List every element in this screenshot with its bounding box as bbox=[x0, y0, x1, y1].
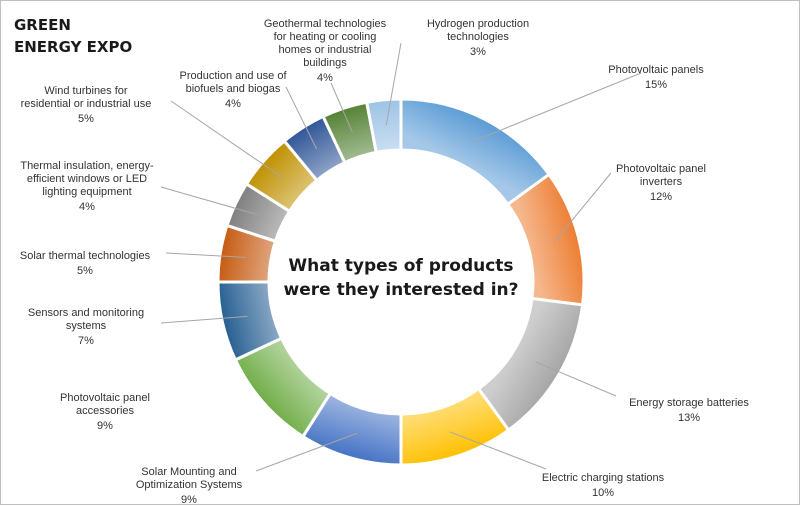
slice-label-line: Photovoltaic panels bbox=[608, 64, 704, 76]
slice-percent-label: 4% bbox=[225, 98, 241, 110]
slice-label-line: Thermal insulation, energy- bbox=[20, 160, 154, 172]
slice-label: Thermal insulation, energy-efficient win… bbox=[20, 160, 154, 213]
slice-percent-label: 3% bbox=[470, 46, 486, 58]
leader-line bbox=[170, 100, 284, 179]
center-question-line-2: were they interested in? bbox=[283, 280, 519, 300]
slice-label: Wind turbines for residential or industri… bbox=[21, 85, 152, 125]
slice-label-line: Sensors and monitoring bbox=[28, 307, 144, 319]
chart-title-line-2: ENERGY EXPO bbox=[14, 38, 133, 56]
slice-label-line: Photovoltaic panel bbox=[60, 392, 150, 404]
slice-label-line: systems bbox=[66, 320, 107, 332]
slice-label-line: Hydrogen production bbox=[427, 18, 529, 30]
slice-label-line: Solar thermal technologies bbox=[20, 250, 151, 262]
slice-label-line: inverters bbox=[640, 176, 683, 188]
slice-label-line: accessories bbox=[76, 405, 135, 417]
chart-title: GREEN ENERGY EXPO bbox=[14, 14, 132, 58]
slice-label-line: Energy storage batteries bbox=[629, 397, 749, 409]
slice-labels: Photovoltaic panels 15%Photovoltaic panel… bbox=[20, 18, 750, 506]
slice-label: Photovoltaic panel accessories 9% bbox=[60, 392, 150, 432]
leader-line bbox=[449, 431, 547, 470]
donut-slices bbox=[216, 97, 586, 467]
slice-label-line: Optimization Systems bbox=[136, 479, 243, 491]
slice-percent-label: 10% bbox=[592, 487, 614, 499]
center-question-line-1: What types of products bbox=[288, 256, 514, 276]
slice-label: Solar thermal technologies 5% bbox=[20, 250, 151, 277]
leader-line bbox=[160, 315, 248, 324]
slice-label-line: homes or industrial bbox=[279, 44, 372, 56]
leader-line bbox=[536, 361, 617, 397]
slice-percent-label: 7% bbox=[78, 335, 94, 347]
slice-percent-label: 5% bbox=[77, 265, 93, 277]
leader-lines bbox=[160, 42, 642, 472]
slice-label: Production and use of biofuels and biogas… bbox=[179, 70, 287, 110]
slice-percent-label: 15% bbox=[645, 79, 667, 91]
slice-label: Sensors and monitoring systems 7% bbox=[28, 307, 144, 347]
slice-percent-label: 13% bbox=[678, 412, 700, 424]
leader-line bbox=[330, 82, 353, 133]
donut-slice bbox=[399, 97, 552, 207]
slice-label-line: Geothermal technologies bbox=[264, 18, 387, 30]
slice-label-line: Production and use of bbox=[179, 70, 287, 82]
slice-label: Geothermal technologies for heating or co… bbox=[264, 18, 387, 84]
leader-line bbox=[285, 86, 318, 150]
slice-label-line: residential or industrial use bbox=[21, 98, 152, 110]
leader-line bbox=[553, 172, 612, 244]
slice-label-line: buildings bbox=[303, 57, 347, 69]
slice-percent-label: 4% bbox=[317, 72, 333, 84]
slice-label-line: lighting equipment bbox=[42, 186, 131, 198]
leader-line bbox=[472, 72, 642, 143]
slice-label: Solar Mounting and Optimization Systems 9% bbox=[136, 466, 243, 506]
chart-title-line-1: GREEN bbox=[14, 16, 71, 34]
slice-label-line: Wind turbines for bbox=[44, 85, 127, 97]
slice-label: Photovoltaic panels 15% bbox=[608, 64, 704, 91]
leader-line bbox=[385, 42, 402, 126]
slice-label-line: for heating or cooling bbox=[274, 31, 377, 43]
leader-line bbox=[165, 252, 246, 258]
slice-label: Electric charging stations 10% bbox=[542, 472, 665, 499]
donut-slice bbox=[364, 97, 403, 155]
slice-label-line: efficient windows or LED bbox=[27, 173, 147, 185]
slice-label-line: Photovoltaic panel bbox=[616, 163, 706, 175]
slice-percent-label: 9% bbox=[97, 420, 113, 432]
slice-label-line: Electric charging stations bbox=[542, 472, 665, 484]
slice-label-line: biofuels and biogas bbox=[186, 83, 281, 95]
slice-label: Energy storage batteries 13% bbox=[629, 397, 749, 424]
slice-label-line: technologies bbox=[447, 31, 509, 43]
leader-line bbox=[255, 432, 358, 472]
slice-percent-label: 12% bbox=[650, 191, 672, 203]
slice-label-line: Solar Mounting and bbox=[141, 466, 236, 478]
slice-label: Hydrogen production technologies 3% bbox=[427, 18, 529, 58]
slice-percent-label: 9% bbox=[181, 494, 197, 506]
slice-label: Photovoltaic panel inverters 12% bbox=[616, 163, 706, 203]
center-question: What types of products were they interes… bbox=[271, 254, 531, 302]
slice-percent-label: 4% bbox=[79, 201, 95, 213]
leader-line bbox=[160, 186, 259, 216]
slice-percent-label: 5% bbox=[78, 113, 94, 125]
